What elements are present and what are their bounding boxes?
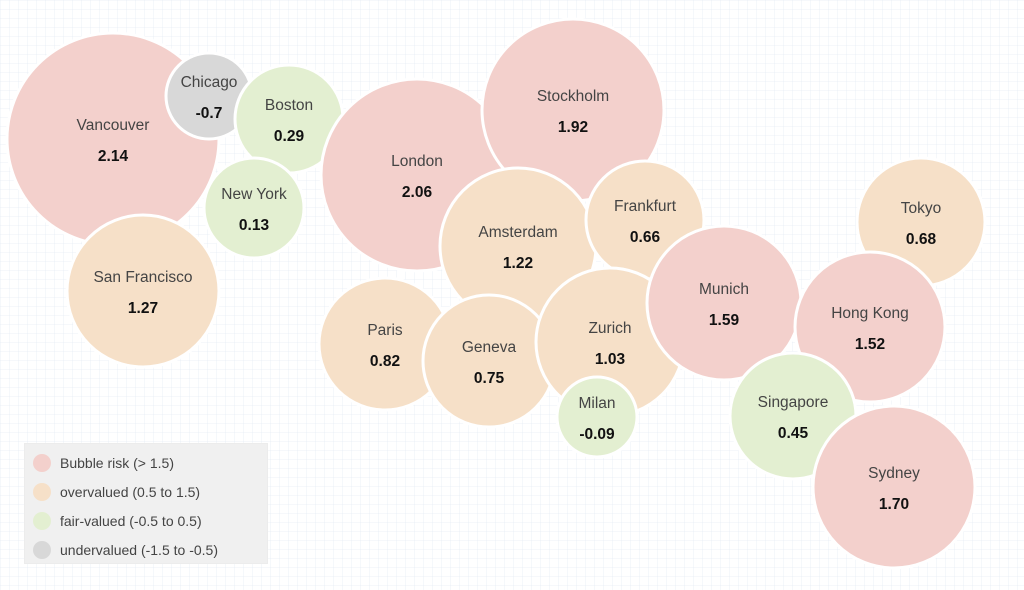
bubble-milan: Milan -0.09	[555, 375, 639, 459]
bubble-new-york: New York 0.13	[202, 156, 306, 260]
bubble-city-label: Stockholm	[537, 88, 609, 105]
bubble-value-label: 1.92	[558, 119, 588, 136]
bubble-san-francisco: San Francisco 1.27	[65, 213, 221, 369]
bubble-city-label: Geneva	[462, 339, 517, 356]
legend-swatch-fair-valued	[33, 511, 51, 530]
bubble-circle	[202, 156, 306, 260]
bubble-value-label: 0.29	[274, 128, 305, 145]
legend-item-fair-valued: fair-valued (-0.5 to 0.5)	[33, 506, 267, 535]
bubble-geneva: Geneva 0.75	[421, 293, 557, 429]
bubbles-layer: Vancouver 2.14 Chicago -0.7 Boston 0.29 New Yo…	[5, 17, 987, 570]
bubble-value-label: -0.09	[579, 426, 615, 443]
bubble-hong-kong: Hong Kong 1.52	[793, 250, 947, 404]
bubble-value-label: -0.7	[196, 105, 223, 122]
legend-label: overvalued (0.5 to 1.5)	[60, 483, 201, 500]
bubble-city-label: Tokyo	[901, 200, 942, 217]
bubble-city-label: New York	[221, 186, 287, 203]
bubble-city-label: Singapore	[758, 394, 829, 411]
bubble-city-label: Frankfurt	[614, 198, 677, 215]
bubble-city-label: Milan	[578, 395, 615, 412]
bubble-value-label: 0.66	[630, 229, 661, 246]
bubble-city-label: Munich	[699, 281, 749, 298]
legend-item-overvalued: overvalued (0.5 to 1.5)	[33, 477, 267, 506]
legend-label: fair-valued (-0.5 to 0.5)	[60, 512, 202, 529]
bubble-circle	[555, 375, 639, 459]
bubble-circle	[421, 293, 557, 429]
bubble-circle	[811, 404, 977, 570]
legend-label: Bubble risk (> 1.5)	[60, 454, 174, 471]
bubble-value-label: 0.13	[239, 217, 270, 234]
bubble-sydney: Sydney 1.70	[811, 404, 977, 570]
legend-swatch-bubble-risk	[33, 453, 51, 472]
bubble-circle	[65, 213, 221, 369]
bubble-city-label: London	[391, 153, 443, 170]
bubble-city-label: Boston	[265, 97, 313, 114]
bubble-value-label: 2.06	[402, 184, 433, 201]
bubble-city-label: Hong Kong	[831, 305, 909, 322]
bubble-city-label: Sydney	[868, 465, 920, 482]
legend-swatch-overvalued	[33, 482, 51, 501]
bubble-value-label: 1.70	[879, 496, 909, 513]
bubble-circle	[793, 250, 947, 404]
bubble-value-label: 1.22	[503, 255, 533, 272]
bubble-boston: Boston 0.29	[233, 63, 345, 175]
bubble-city-label: Vancouver	[77, 117, 150, 134]
bubble-value-label: 0.82	[370, 353, 400, 370]
bubble-value-label: 1.03	[595, 351, 626, 368]
bubble-city-label: Chicago	[181, 74, 238, 91]
bubble-city-label: San Francisco	[93, 269, 192, 286]
legend-item-bubble-risk: Bubble risk (> 1.5)	[33, 448, 267, 477]
bubble-chicago: Chicago -0.7	[164, 51, 254, 141]
bubble-paris: Paris 0.82	[317, 276, 453, 412]
bubble-value-label: 1.27	[128, 300, 158, 317]
legend-item-undervalued: undervalued (-1.5 to -0.5)	[33, 535, 267, 564]
bubble-value-label: 1.52	[855, 336, 885, 353]
legend-label: undervalued (-1.5 to -0.5)	[60, 541, 218, 558]
legend-swatch-undervalued	[33, 540, 51, 559]
bubble-value-label: 2.14	[98, 148, 129, 165]
bubble-value-label: 1.59	[709, 312, 740, 329]
bubble-value-label: 0.45	[778, 425, 809, 442]
bubble-city-label: Paris	[367, 322, 403, 339]
bubble-stockholm: Stockholm 1.92	[480, 17, 666, 203]
bubble-value-label: 0.68	[906, 231, 937, 248]
bubble-city-label: Amsterdam	[478, 224, 557, 241]
legend: Bubble risk (> 1.5) overvalued (0.5 to 1…	[24, 443, 268, 564]
bubble-city-label: Zurich	[588, 320, 631, 337]
bubble-value-label: 0.75	[474, 370, 505, 387]
